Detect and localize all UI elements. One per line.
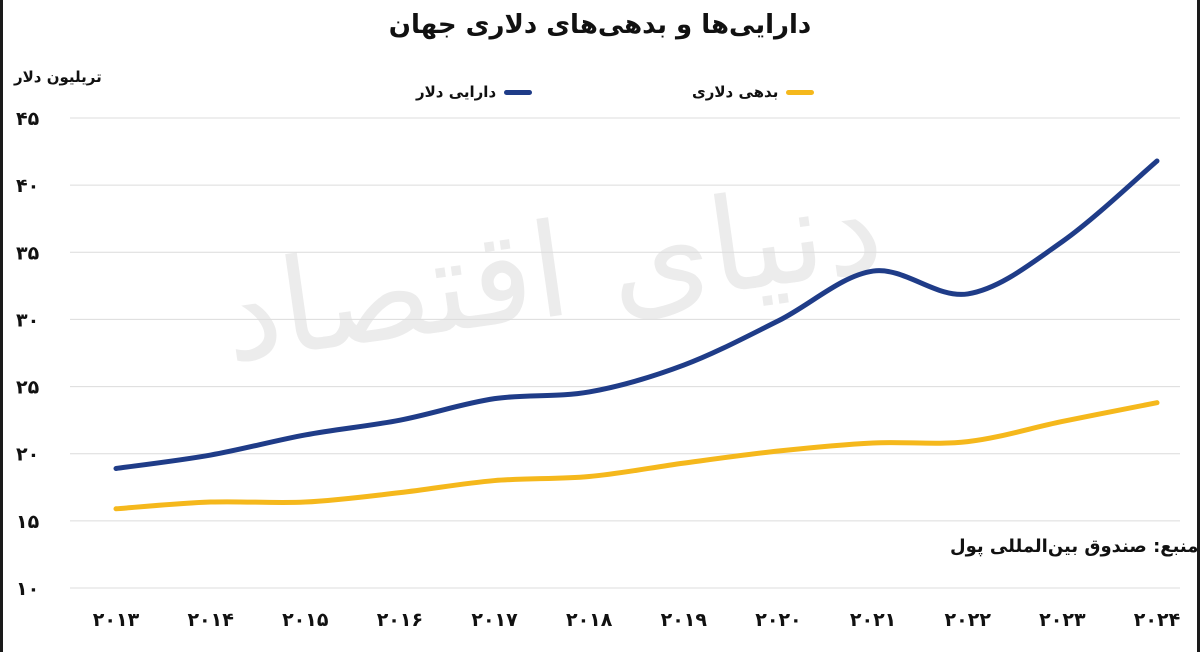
x-tick-label: ۲۰۱۵ [282,609,329,631]
x-tick-label: ۲۰۲۱ [850,609,896,631]
y-tick-label: ۴۵ [16,108,40,130]
y-tick-label: ۲۵ [16,377,40,399]
series-line-debt [113,400,1160,512]
x-tick-label: ۲۰۱۴ [187,609,233,631]
x-tick-label: ۲۰۱۶ [377,609,423,631]
y-tick-label: ۱۰ [16,578,39,600]
legend-swatch-debt [786,89,815,95]
x-tick-label: ۲۰۱۹ [661,609,708,631]
x-tick-label: ۲۰۲۴ [1134,609,1180,631]
x-tick-label: ۲۰۱۳ [93,609,140,631]
legend-label-assets: دارایی دلار [416,83,497,101]
x-tick-label: ۲۰۱۷ [471,609,518,631]
y-tick-label: ۳۰ [16,309,39,331]
y-tick-label: ۱۵ [16,511,40,533]
x-tick-label: ۲۰۲۰ [755,609,801,631]
x-tick-label: ۲۰۲۳ [1039,609,1086,631]
chart-title: دارایی‌ها و بدهی‌های دلاری جهان [388,10,812,40]
legend-item-debt: بدهی دلاری [692,83,815,101]
y-tick-label: ۳۵ [16,242,40,264]
series-line-assets [113,158,1160,471]
y-axis-unit-label: تریلیون دلار [14,68,102,86]
x-tick-label: ۲۰۲۲ [945,609,992,631]
legend-label-debt: بدهی دلاری [692,83,779,101]
source-note: منبع: صندوق بین‌المللی پول [950,536,1199,557]
legend-item-assets: دارایی دلار [416,83,533,101]
y-tick-label: ۲۰ [16,444,39,466]
x-tick-label: ۲۰۱۸ [566,609,613,631]
legend-swatch-assets [504,89,533,95]
y-tick-label: ۴۰ [16,175,39,197]
